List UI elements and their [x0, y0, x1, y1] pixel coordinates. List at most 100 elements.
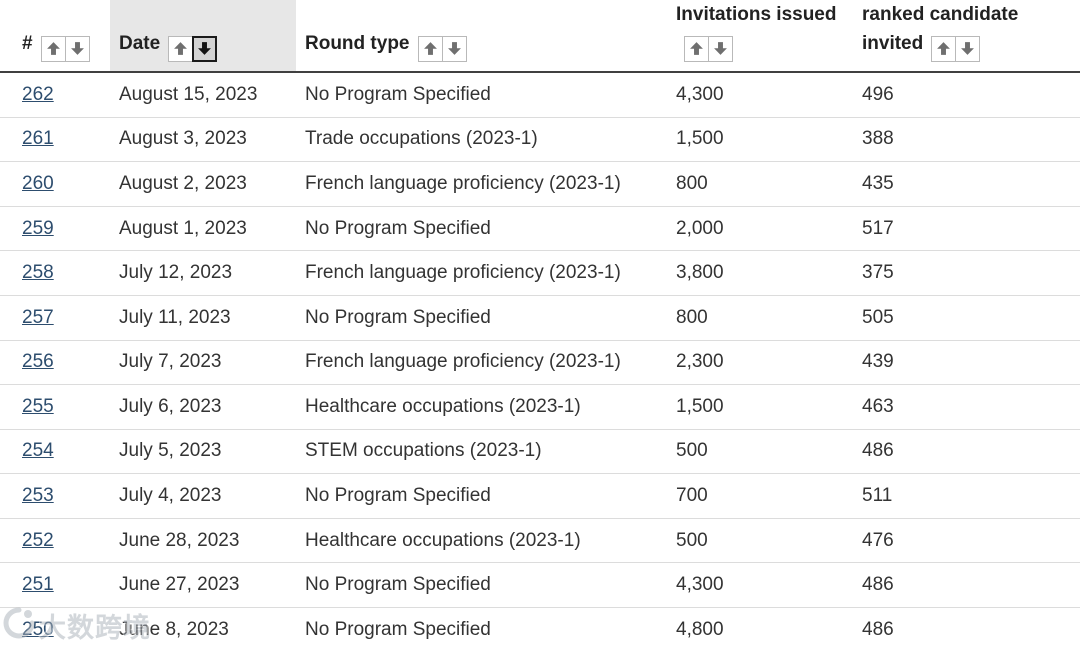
sort-descending-button[interactable]: [955, 35, 981, 62]
arrow-up-icon: [423, 42, 437, 56]
arrow-up-icon: [937, 42, 951, 56]
rank-cell: 486: [848, 562, 1080, 609]
round-type-cell: Trade occupations (2023-1): [296, 117, 660, 163]
table-row: 253 July 4, 2023 No Program Specified 70…: [0, 473, 1080, 519]
invitations-issued-cell: 4,800: [660, 607, 848, 648]
sort-descending-button-active[interactable]: [192, 35, 218, 62]
table-row: 251 June 27, 2023 No Program Specified 4…: [0, 562, 1080, 609]
sort-ascending-button[interactable]: [417, 35, 443, 62]
date-cell: August 1, 2023: [110, 206, 296, 252]
column-label-ranked-candidate-invited: ranked candidate invited: [862, 4, 1019, 55]
draw-number-link[interactable]: 250: [22, 618, 54, 640]
table-row: 258 July 12, 2023 French language profic…: [0, 250, 1080, 296]
draw-number-cell: 255: [0, 384, 110, 430]
column-label-date: Date: [119, 33, 161, 55]
arrow-up-icon: [690, 42, 703, 56]
draw-number-link[interactable]: 259: [22, 217, 54, 239]
round-type-cell: Healthcare occupations (2023-1): [296, 384, 660, 430]
draw-number-cell: 261: [0, 117, 110, 163]
date-cell: August 3, 2023: [110, 117, 296, 163]
sort-controls-round-type: [417, 35, 467, 62]
draw-number-link[interactable]: 251: [22, 574, 54, 596]
rank-cell: 463: [848, 384, 1080, 430]
draw-number-link[interactable]: 252: [22, 529, 54, 551]
table-row: 254 July 5, 2023 STEM occupations (2023-…: [0, 429, 1080, 475]
table-row: 257 July 11, 2023 No Program Specified 8…: [0, 295, 1080, 341]
draw-number-cell: 250: [0, 607, 110, 648]
draw-number-link[interactable]: 255: [22, 395, 54, 417]
sort-controls-date: [168, 35, 218, 62]
rank-cell: 486: [848, 607, 1080, 648]
table-row: 260 August 2, 2023 French language profi…: [0, 161, 1080, 207]
arrow-up-icon: [46, 42, 60, 56]
date-cell: July 11, 2023: [110, 295, 296, 341]
sort-descending-button[interactable]: [64, 35, 90, 62]
table-row: 259 August 1, 2023 No Program Specified …: [0, 206, 1080, 252]
draw-number-cell: 262: [0, 71, 110, 118]
invitations-issued-cell: 1,500: [660, 384, 848, 430]
invitations-issued-cell: 4,300: [660, 562, 848, 609]
round-type-cell: STEM occupations (2023-1): [296, 429, 660, 475]
column-label-number: #: [22, 33, 33, 55]
table-row: 262 August 15, 2023 No Program Specified…: [0, 71, 1080, 118]
invitations-issued-cell: 500: [660, 518, 848, 564]
round-type-cell: No Program Specified: [296, 71, 660, 118]
sort-ascending-button[interactable]: [684, 35, 709, 62]
column-label-round-type: Round type: [305, 33, 410, 55]
round-type-cell: No Program Specified: [296, 206, 660, 252]
date-cell: August 2, 2023: [110, 161, 296, 207]
arrow-down-icon: [714, 42, 727, 56]
round-type-cell: No Program Specified: [296, 607, 660, 648]
arrow-down-icon: [447, 42, 461, 56]
invitations-issued-cell: 700: [660, 473, 848, 519]
sort-descending-button[interactable]: [708, 35, 733, 62]
table-row: 261 August 3, 2023 Trade occupations (20…: [0, 117, 1080, 163]
arrow-up-icon: [174, 42, 188, 56]
date-cell: August 15, 2023: [110, 71, 296, 118]
invitations-issued-cell: 500: [660, 429, 848, 475]
draw-number-link[interactable]: 258: [22, 262, 54, 284]
draw-number-link[interactable]: 262: [22, 83, 54, 105]
date-cell: July 7, 2023: [110, 340, 296, 386]
date-cell: June 27, 2023: [110, 562, 296, 609]
draw-number-link[interactable]: 254: [22, 440, 54, 462]
column-header-number: #: [0, 0, 110, 73]
invitations-issued-cell: 2,000: [660, 206, 848, 252]
invitations-issued-cell: 800: [660, 295, 848, 341]
table-body: 262 August 15, 2023 No Program Specified…: [0, 71, 1080, 648]
rank-cell: 511: [848, 473, 1080, 519]
round-type-cell: No Program Specified: [296, 295, 660, 341]
arrow-down-icon: [70, 42, 84, 56]
draw-number-link[interactable]: 256: [22, 351, 54, 373]
sort-controls-rank: [931, 35, 981, 62]
sort-controls-number: [40, 35, 90, 62]
arrow-down-icon: [198, 42, 212, 56]
draw-number-cell: 259: [0, 206, 110, 252]
date-cell: June 28, 2023: [110, 518, 296, 564]
column-header-invitations-issued: Invitations issued: [660, 0, 848, 73]
draw-number-cell: 251: [0, 562, 110, 609]
table-row: 256 July 7, 2023 French language profici…: [0, 340, 1080, 386]
arrow-down-icon: [961, 42, 975, 56]
rank-cell: 375: [848, 250, 1080, 296]
sort-ascending-button[interactable]: [168, 35, 194, 62]
table-row: 255 July 6, 2023 Healthcare occupations …: [0, 384, 1080, 430]
sort-ascending-button[interactable]: [40, 35, 66, 62]
draw-number-link[interactable]: 260: [22, 172, 54, 194]
draw-number-cell: 256: [0, 340, 110, 386]
draw-number-link[interactable]: 261: [22, 128, 54, 150]
draw-number-link[interactable]: 257: [22, 306, 54, 328]
date-cell: July 12, 2023: [110, 250, 296, 296]
draw-number-link[interactable]: 253: [22, 485, 54, 507]
rank-cell: 439: [848, 340, 1080, 386]
draw-number-cell: 252: [0, 518, 110, 564]
sort-ascending-button[interactable]: [931, 35, 957, 62]
rank-cell: 496: [848, 71, 1080, 118]
header-row: # Date Round type Invitations issued ran…: [0, 0, 1080, 73]
draw-number-cell: 254: [0, 429, 110, 475]
round-type-cell: No Program Specified: [296, 473, 660, 519]
round-type-cell: No Program Specified: [296, 562, 660, 609]
round-type-cell: Healthcare occupations (2023-1): [296, 518, 660, 564]
sort-descending-button[interactable]: [441, 35, 467, 62]
